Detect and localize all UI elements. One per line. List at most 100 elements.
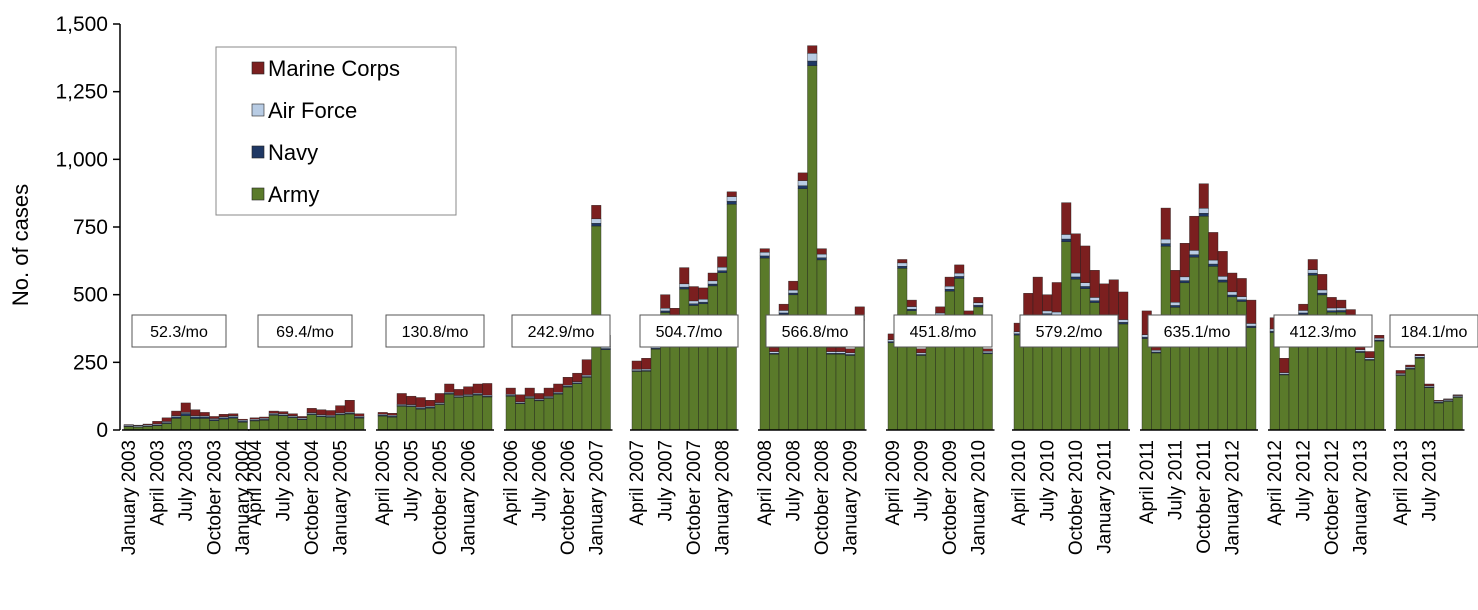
- bar-navy: [788, 292, 799, 296]
- bar-marine-corps: [123, 424, 134, 426]
- bar-marine-corps: [1217, 251, 1228, 277]
- bar-marine-corps: [591, 205, 602, 220]
- bar-army: [425, 407, 436, 431]
- bar-army: [1364, 360, 1375, 431]
- bar-army: [297, 419, 308, 431]
- bar-marine-corps: [249, 417, 260, 420]
- rate-box: [1389, 314, 1478, 348]
- bar-army: [354, 417, 365, 431]
- bar-army: [278, 415, 289, 431]
- bar-marine-corps: [1246, 299, 1257, 324]
- bar-air-force: [717, 266, 728, 271]
- bar-army: [769, 354, 780, 431]
- bar-navy: [778, 312, 789, 315]
- bar-air-force: [1336, 307, 1347, 311]
- bar-army: [515, 403, 526, 431]
- bar-marine-corps: [1364, 351, 1375, 358]
- bar-air-force: [1198, 208, 1209, 214]
- bar-marine-corps: [434, 393, 445, 403]
- x-tick-label: July 2012: [1293, 440, 1314, 521]
- bar-navy: [1326, 310, 1337, 313]
- legend-swatch: [251, 187, 265, 201]
- x-tick-label: April 2006: [501, 440, 522, 526]
- bar-marine-corps: [1189, 215, 1200, 251]
- bar-marine-corps: [553, 383, 564, 393]
- bar-army: [209, 420, 220, 431]
- rate-box: [511, 314, 611, 348]
- bar-marine-corps: [641, 358, 652, 370]
- bar-navy: [1236, 299, 1247, 302]
- bar-marine-corps: [472, 383, 483, 394]
- x-tick-label: July 2007: [655, 440, 676, 521]
- rate-label: 635.1/mo: [1164, 324, 1231, 341]
- bar-marine-corps: [505, 387, 516, 395]
- bar-marine-corps: [1414, 354, 1425, 356]
- x-tick-label: January 2003: [119, 440, 140, 555]
- bar-marine-corps: [1170, 270, 1181, 303]
- x-tick-label: January 2013: [1350, 440, 1371, 555]
- bar-air-force: [679, 283, 690, 288]
- bar-air-force: [1227, 291, 1238, 296]
- bar-air-force: [1118, 319, 1129, 323]
- bar-army: [1151, 352, 1162, 431]
- bar-air-force: [1374, 337, 1385, 341]
- bar-navy: [1198, 213, 1209, 217]
- bar-army: [543, 398, 554, 431]
- bar-army: [524, 398, 535, 431]
- bar-air-force: [1179, 276, 1190, 281]
- bar-marine-corps: [482, 383, 493, 396]
- rate-label: 242.9/mo: [528, 324, 595, 341]
- bar-navy: [190, 416, 201, 419]
- bar-army: [581, 377, 592, 431]
- bar-navy: [1217, 279, 1228, 283]
- bar-air-force: [631, 369, 642, 371]
- bar-air-force: [726, 196, 737, 202]
- bar-navy: [1179, 280, 1190, 284]
- bar-marine-corps: [453, 389, 464, 396]
- bar-air-force: [1298, 310, 1309, 314]
- bar-army: [249, 420, 260, 431]
- bar-marine-corps: [963, 310, 974, 315]
- y-tick-label: 0: [96, 419, 108, 442]
- bar-navy: [180, 413, 191, 416]
- bar-marine-corps: [444, 383, 455, 393]
- legend-entry: Marine Corps: [268, 56, 400, 81]
- bar-marine-corps: [1307, 259, 1318, 270]
- bar-navy: [1118, 322, 1129, 325]
- bar-air-force: [1151, 350, 1162, 353]
- bar-army: [1208, 266, 1219, 431]
- bar-army: [944, 290, 955, 431]
- x-tick-label: July 2005: [401, 440, 422, 521]
- bar-marine-corps: [415, 397, 426, 408]
- bar-army: [562, 386, 573, 431]
- x-tick-label: April 2003: [147, 440, 168, 526]
- bar-army: [679, 288, 690, 431]
- bar-army: [650, 349, 661, 431]
- bar-marine-corps: [845, 348, 856, 354]
- bar-army: [237, 422, 248, 431]
- bar-navy: [1227, 294, 1238, 298]
- x-tick-label: April 2007: [627, 440, 648, 526]
- x-tick-label: October 2011: [1194, 440, 1215, 554]
- bar-air-force: [944, 286, 955, 290]
- bar-army: [1288, 333, 1299, 431]
- x-tick-label: July 2011: [1165, 440, 1186, 520]
- bar-navy: [1170, 305, 1181, 308]
- bar-marine-corps: [278, 411, 289, 415]
- bar-marine-corps: [688, 286, 699, 302]
- bar-army: [835, 354, 846, 431]
- bar-marine-corps: [190, 409, 201, 416]
- bar-army: [1179, 282, 1190, 431]
- bar-marine-corps: [354, 413, 365, 417]
- bar-army: [259, 420, 270, 431]
- bar-navy: [698, 301, 709, 305]
- bar-army: [1452, 397, 1463, 431]
- bar-marine-corps: [199, 412, 210, 417]
- rate-box: [765, 314, 865, 348]
- bar-marine-corps: [1099, 283, 1110, 317]
- x-tick-label: October 2004: [302, 440, 323, 556]
- bar-air-force: [581, 374, 592, 377]
- bar-navy: [688, 303, 699, 306]
- bar-marine-corps: [835, 347, 846, 352]
- bar-air-force: [1170, 302, 1181, 306]
